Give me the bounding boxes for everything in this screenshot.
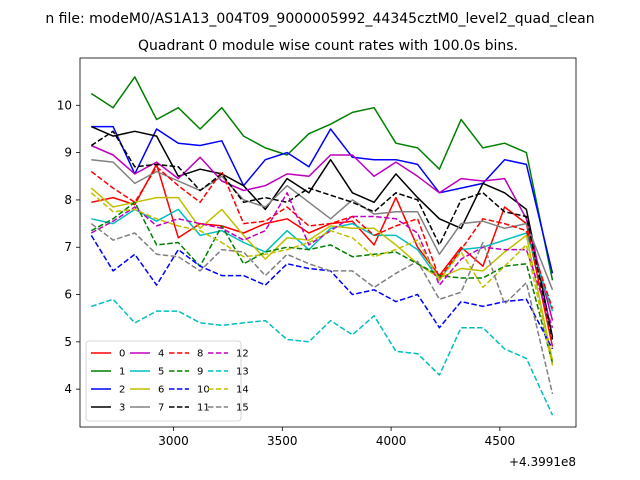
chart-title: Quadrant 0 module wise count rates with … <box>138 38 518 54</box>
legend-label-1: 1 <box>119 367 125 378</box>
legend-label-7: 7 <box>158 403 164 414</box>
figure-suptitle: n file: modeM0/AS1A13_004T09_9000005992_… <box>45 11 594 27</box>
y-tick-label-8: 8 <box>64 193 72 207</box>
legend-label-3: 3 <box>119 403 125 414</box>
legend-label-11: 11 <box>197 403 210 414</box>
legend-label-8: 8 <box>197 349 203 360</box>
legend-label-2: 2 <box>119 385 125 396</box>
legend-label-9: 9 <box>197 367 203 378</box>
series-line-4 <box>91 144 554 321</box>
series-line-2 <box>91 125 554 274</box>
y-tick-label-9: 9 <box>64 146 72 160</box>
legend-label-0: 0 <box>119 349 125 360</box>
series-line-12 <box>90 192 554 328</box>
plot-area: 3000 3500 4000 4500456789100123456789101112… <box>57 57 577 448</box>
series-line-0 <box>91 163 554 347</box>
legend-label-14: 14 <box>236 385 249 396</box>
legend-box <box>85 340 242 422</box>
x-axis-offset-label: +4.3991e8 <box>509 455 576 469</box>
x-tick-label-4000: 4000 <box>376 434 407 448</box>
legend-label-5: 5 <box>158 367 164 378</box>
series-line-11 <box>90 130 554 340</box>
series-line-5 <box>91 208 554 312</box>
series-line-1 <box>90 76 554 281</box>
series-line-3 <box>91 125 554 338</box>
y-tick-label-10: 10 <box>57 98 72 112</box>
legend-label-4: 4 <box>158 349 164 360</box>
series-line-6 <box>90 187 554 361</box>
y-tick-label-6: 6 <box>64 288 72 302</box>
series-line-13 <box>91 298 554 416</box>
series-line-7 <box>91 158 554 291</box>
legend-label-15: 15 <box>236 403 249 414</box>
y-tick-label-5: 5 <box>64 335 72 349</box>
legend-label-6: 6 <box>158 385 164 396</box>
y-tick-label-7: 7 <box>64 240 72 254</box>
series-line-8 <box>90 166 554 309</box>
axes-frame <box>79 57 577 428</box>
x-tick-label-3000: 3000 <box>158 434 189 448</box>
series-line-10 <box>90 235 554 350</box>
legend-label-13: 13 <box>236 367 249 378</box>
series-line-14 <box>90 192 554 366</box>
series-line-9 <box>90 201 554 364</box>
y-tick-label-4: 4 <box>64 382 72 396</box>
legend-label-10: 10 <box>197 385 210 396</box>
series-line-15 <box>90 223 554 395</box>
x-tick-label-3500: 3500 <box>267 434 298 448</box>
legend-label-12: 12 <box>236 349 249 360</box>
x-tick-label-4500: 4500 <box>485 434 516 448</box>
